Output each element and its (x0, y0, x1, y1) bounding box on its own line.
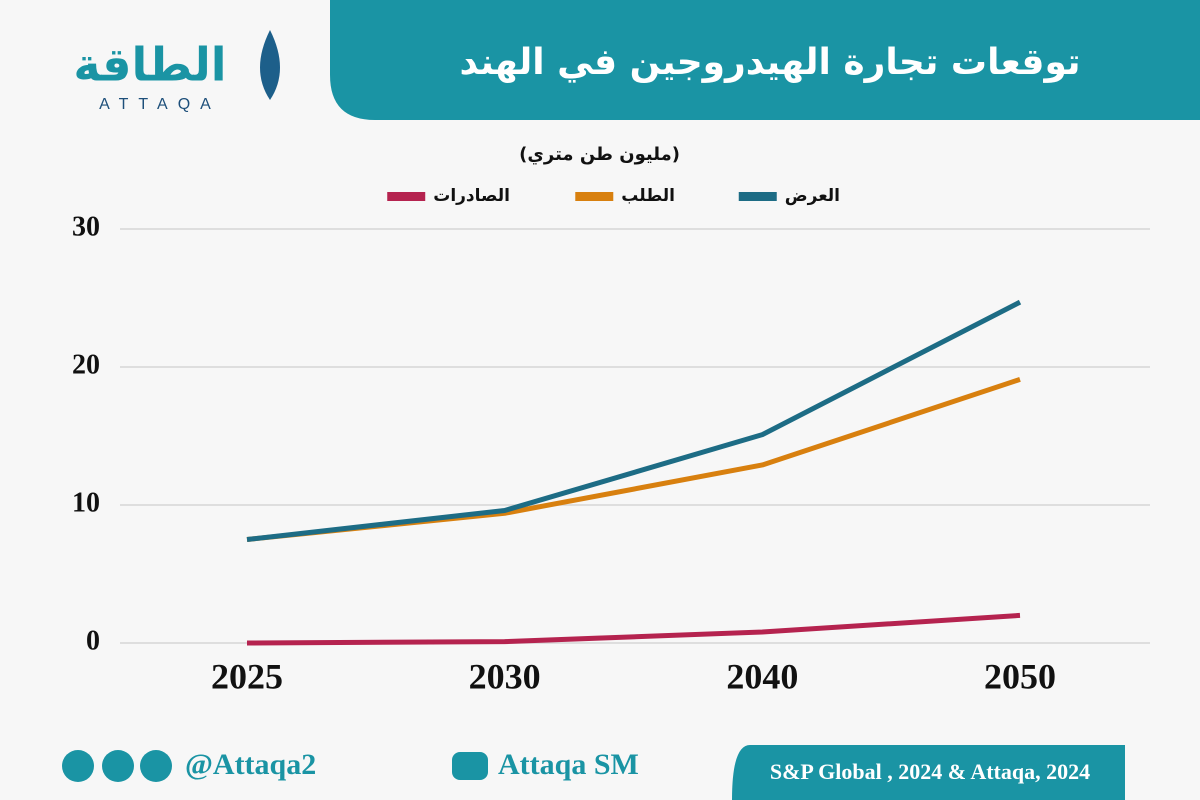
x-tick-label: 2025 (211, 656, 283, 696)
footer-handle: @Attaqa2 (185, 748, 316, 781)
x-tick-label: 2050 (984, 656, 1056, 696)
legend-label: الصادرات (433, 186, 510, 206)
line (246, 299, 1022, 542)
source-box (732, 745, 1125, 800)
y-tick-label: 10 (72, 487, 100, 518)
x-tick-label: 2040 (726, 656, 798, 696)
logo-name: الطاقة (73, 38, 226, 92)
legend-swatch (387, 192, 426, 201)
icon-x (62, 750, 94, 782)
icon-instagram (102, 750, 134, 782)
legend-label: الطلب (621, 186, 675, 206)
legend-swatch (738, 192, 777, 201)
header-band (330, 0, 1200, 120)
footer-channel: Attaqa SM (498, 748, 639, 781)
x-tick-label: 2030 (469, 656, 541, 696)
icon-youtube (452, 752, 488, 780)
line (246, 612, 1021, 646)
chart-title: توقعات تجارة الهيدروجين في الهند (459, 42, 1080, 83)
legend-swatch (575, 192, 614, 201)
legend-label: العرض (785, 186, 840, 206)
logo-drop (260, 30, 280, 100)
y-tick-label: 20 (72, 349, 100, 380)
source: S&P Global , 2024 & Attaqa, 2024 (770, 759, 1090, 784)
logo-latin: ATTAQA (99, 96, 221, 113)
y-tick-label: 0 (86, 625, 100, 656)
icon-facebook (140, 750, 172, 782)
chart-subtitle: (مليون طن متري) (519, 144, 680, 165)
y-tick-label: 30 (72, 211, 100, 242)
